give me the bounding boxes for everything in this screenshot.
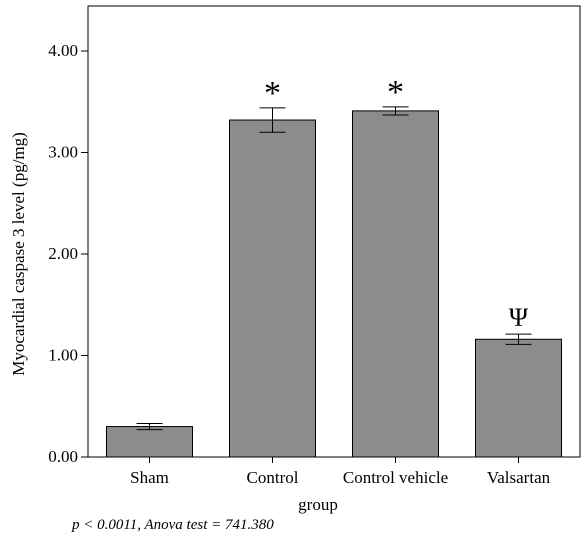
x-axis-label: group <box>298 495 338 514</box>
y-tick-label: 4.00 <box>48 41 78 60</box>
y-tick-label: 2.00 <box>48 244 78 263</box>
statistics-caption: p < 0.0011, Anova test = 741.380 <box>72 517 274 533</box>
significance-marker: Ψ <box>509 303 529 332</box>
y-tick-label: 1.00 <box>48 346 78 365</box>
x-tick-label: Control <box>247 468 299 487</box>
bar <box>106 426 193 458</box>
y-axis: 0.00 1.00 2.00 3.00 4.00 <box>48 41 88 466</box>
bar <box>352 110 439 458</box>
y-tick-label: 3.00 <box>48 143 78 162</box>
x-axis: Sham Control Control vehicle Valsartan <box>130 457 551 487</box>
y-axis-label: Myocardial caspase 3 level (pg/mg) <box>9 132 28 376</box>
bars: * * Ψ <box>106 74 562 458</box>
significance-marker: * <box>264 75 281 112</box>
x-tick-label: Sham <box>130 468 169 487</box>
plot-frame <box>87 5 581 458</box>
significance-marker: * <box>387 74 404 111</box>
y-tick-label: 0.00 <box>48 447 78 466</box>
bar <box>475 338 562 458</box>
bar <box>229 119 316 458</box>
x-tick-label: Control vehicle <box>343 468 448 487</box>
x-tick-label: Valsartan <box>487 468 551 487</box>
